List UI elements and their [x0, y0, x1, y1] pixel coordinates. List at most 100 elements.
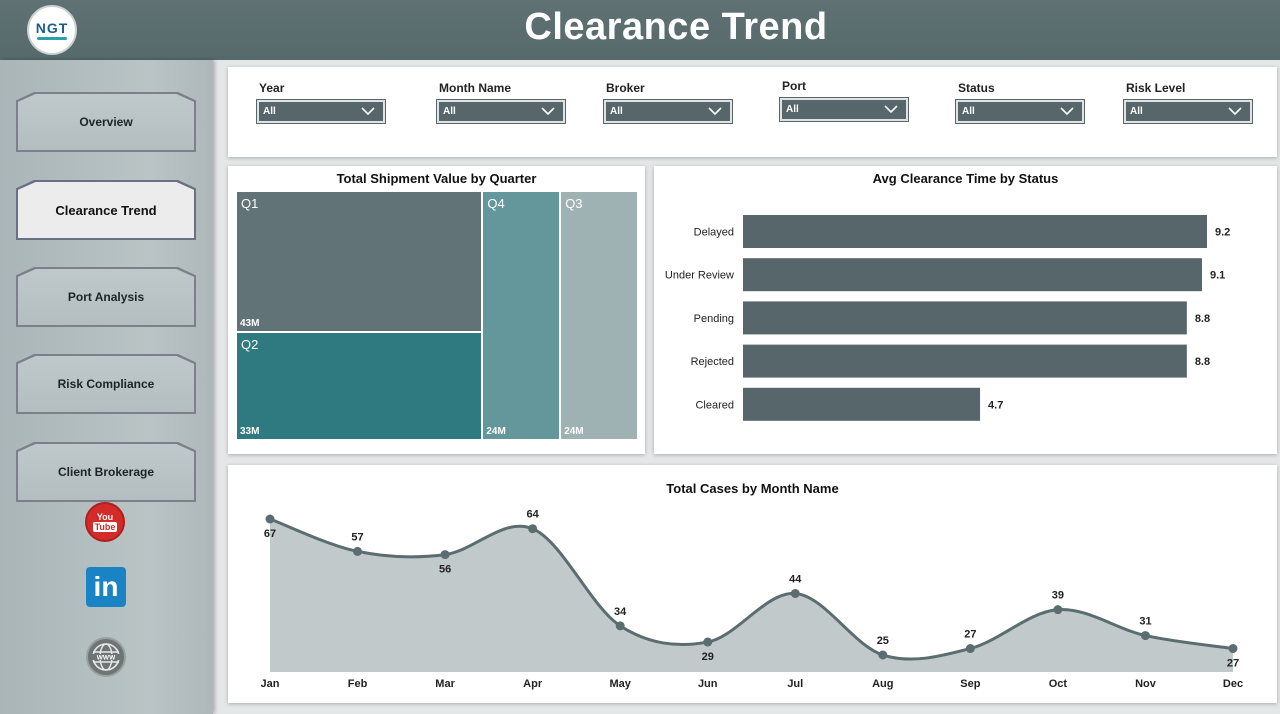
filter-risk-level-label: Risk Level: [1126, 81, 1186, 95]
nav-port-analysis-button[interactable]: Port Analysis: [16, 267, 196, 327]
page-title: Clearance Trend: [524, 6, 828, 48]
x-tick-label: Jun: [698, 678, 718, 690]
data-point-jan[interactable]: [265, 514, 275, 524]
data-point-aug[interactable]: [878, 650, 888, 660]
nav-client-brokerage-label: Client Brokerage: [18, 444, 194, 500]
filter-risk-level-dropdown[interactable]: All: [1123, 99, 1253, 124]
bar-category-label: Delayed: [694, 227, 734, 239]
nav-clearance-trend-button[interactable]: Clearance Trend: [16, 180, 196, 240]
nav-clearance-trend-label: Clearance Trend: [18, 182, 194, 238]
x-tick-label: Sep: [960, 678, 980, 690]
bar-cleared[interactable]: [743, 387, 981, 421]
treemap-cell-q1[interactable]: Q1 43M: [236, 191, 483, 332]
bar-delayed[interactable]: [743, 215, 1207, 248]
company-logo: NGT: [27, 5, 77, 55]
sidebar: Overview Clearance Trend Port Analysis R…: [0, 60, 213, 714]
bar-value-label: 9.1: [1210, 270, 1225, 282]
data-point-jun[interactable]: [703, 637, 713, 647]
filter-port-dropdown[interactable]: All: [779, 97, 909, 122]
treemap-cell-label: Q1: [241, 196, 259, 211]
data-label: 44: [789, 573, 802, 585]
bar-value-label: 9.2: [1215, 227, 1230, 239]
filter-broker-label: Broker: [606, 81, 645, 95]
treemap-cell-q4[interactable]: Q4 24M: [482, 191, 561, 440]
linkedin-icon-text: in: [93, 571, 119, 602]
filter-port-label: Port: [782, 79, 806, 93]
bar-value-label: 4.7: [988, 399, 1003, 411]
bar-chart-title: Avg Clearance Time by Status: [872, 171, 1059, 186]
data-point-dec[interactable]: [1228, 644, 1238, 654]
nav-overview-button[interactable]: Overview: [16, 92, 196, 152]
data-point-feb[interactable]: [353, 546, 363, 556]
youtube-icon-text-top: You: [96, 512, 114, 522]
x-tick-label: Oct: [1049, 678, 1068, 690]
filter-status-dropdown[interactable]: All: [955, 99, 1085, 124]
chevron-down-icon: [708, 107, 722, 116]
bar-category-label: Cleared: [695, 399, 734, 411]
nav-risk-compliance-button[interactable]: Risk Compliance: [16, 354, 196, 414]
data-point-sep[interactable]: [965, 644, 975, 654]
filter-year-dropdown[interactable]: All: [256, 99, 386, 124]
bar-category-label: Pending: [694, 313, 734, 325]
treemap-cell-q2[interactable]: Q2 33M: [236, 331, 483, 440]
linkedin-icon[interactable]: in: [86, 567, 126, 607]
bar-value-label: 8.8: [1195, 313, 1210, 325]
filter-port-value: All: [786, 104, 799, 115]
data-label: 25: [877, 635, 889, 647]
x-tick-label: Jan: [261, 678, 280, 690]
data-label: 27: [964, 629, 976, 641]
x-tick-label: Mar: [435, 678, 455, 690]
chevron-down-icon: [1060, 107, 1074, 116]
logo-text: NGT: [35, 20, 69, 36]
data-label: 56: [439, 564, 451, 576]
website-globe-icon[interactable]: WWW: [86, 637, 126, 677]
data-label: 57: [351, 531, 363, 543]
youtube-icon[interactable]: You Tube: [85, 502, 125, 542]
data-label: 34: [614, 606, 627, 618]
treemap-cell-q3[interactable]: Q3 24M: [560, 191, 638, 440]
filters-panel: Year All Month Name All Broker All Port …: [228, 67, 1277, 157]
x-tick-label: Apr: [523, 678, 543, 690]
treemap-cell-label: Q3: [565, 196, 583, 211]
nav-client-brokerage-button[interactable]: Client Brokerage: [16, 442, 196, 502]
x-tick-label: Feb: [348, 678, 368, 690]
data-point-mar[interactable]: [440, 550, 450, 560]
x-tick-label: Dec: [1223, 678, 1243, 690]
data-point-nov[interactable]: [1140, 631, 1150, 641]
data-label: 39: [1052, 590, 1064, 602]
treemap-cell-value: 33M: [240, 425, 260, 437]
shipment-value-treemap-panel: Total Shipment Value by Quarter Q1 43M Q2 3…: [228, 166, 645, 454]
area-chart-title: Total Cases by Month Name: [666, 481, 839, 496]
filter-year-label: Year: [259, 81, 285, 95]
x-tick-label: May: [609, 678, 631, 690]
bar-rejected[interactable]: [743, 344, 1187, 378]
youtube-icon-text-bottom: Tube: [92, 522, 118, 532]
clearance-time-bar-panel: Avg Clearance Time by Status Delayed 9.2 U…: [654, 166, 1277, 454]
data-label: 27: [1227, 658, 1239, 670]
data-point-jul[interactable]: [790, 588, 800, 598]
data-label: 29: [702, 651, 714, 663]
data-label: 31: [1139, 616, 1151, 628]
bar-category-label: Rejected: [691, 356, 734, 368]
nav-overview-label: Overview: [18, 94, 194, 150]
logo-swoosh: [37, 37, 67, 40]
filter-risk-level-value: All: [1130, 106, 1143, 117]
treemap-cell-label: Q2: [241, 336, 259, 352]
cases-by-month-panel: Total Cases by Month Name 67 Jan 57 Feb 56 Ma…: [228, 465, 1277, 703]
nav-port-analysis-label: Port Analysis: [18, 269, 194, 325]
data-point-may[interactable]: [615, 621, 625, 631]
chevron-down-icon: [361, 107, 375, 116]
treemap-cell-label: Q4: [487, 196, 505, 211]
bar-category-label: Under Review: [665, 270, 734, 282]
filter-status-label: Status: [958, 81, 995, 95]
data-point-apr[interactable]: [528, 524, 538, 534]
filter-month-name-dropdown[interactable]: All: [436, 99, 566, 124]
bar-pending[interactable]: [743, 301, 1187, 335]
treemap-cell-value: 24M: [486, 426, 506, 437]
header-bar: NGT Clearance Trend: [0, 0, 1280, 60]
bar-under-review[interactable]: [743, 258, 1202, 292]
filter-broker-dropdown[interactable]: All: [603, 99, 733, 124]
x-tick-label: Jul: [787, 678, 803, 690]
data-point-oct[interactable]: [1053, 605, 1063, 615]
area-chart: 67 Jan 57 Feb 56 Mar 64 Apr 34 May 29 Jun 44 Jul 25 Aug…: [261, 509, 1244, 690]
